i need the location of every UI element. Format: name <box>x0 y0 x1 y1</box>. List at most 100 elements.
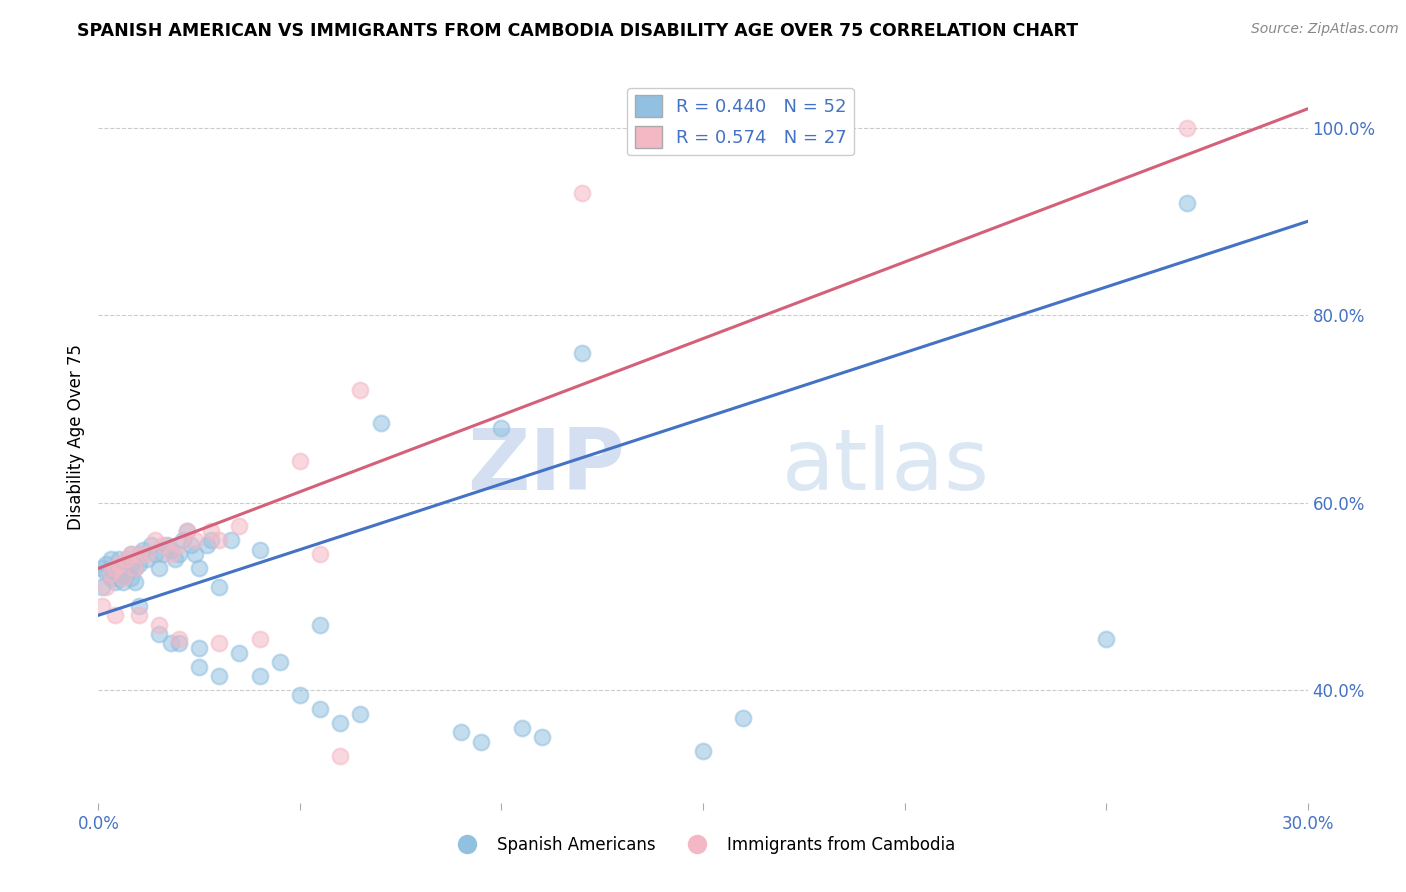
Point <box>107 571 129 585</box>
Point <box>167 632 190 646</box>
Point <box>370 416 392 430</box>
Point <box>163 552 186 566</box>
Point <box>96 580 118 594</box>
Y-axis label: Disability Age Over 75: Disability Age Over 75 <box>66 344 84 530</box>
Point <box>124 561 146 575</box>
Point <box>733 711 755 725</box>
Point <box>176 524 198 538</box>
Point <box>132 542 155 557</box>
Point <box>249 669 271 683</box>
Point <box>228 519 250 533</box>
Point <box>200 524 222 538</box>
Point <box>167 538 190 552</box>
Point <box>349 383 371 397</box>
Point <box>111 575 134 590</box>
Point <box>208 669 231 683</box>
Point <box>188 660 211 674</box>
Point <box>100 566 122 580</box>
Point <box>491 420 513 434</box>
Point <box>124 561 146 575</box>
Point <box>208 533 231 548</box>
Point <box>107 557 129 571</box>
Point <box>228 646 250 660</box>
Point <box>143 533 166 548</box>
Legend: Spanish Americans, Immigrants from Cambodia: Spanish Americans, Immigrants from Cambo… <box>444 829 962 860</box>
Point <box>100 552 122 566</box>
Point <box>143 547 166 561</box>
Point <box>329 748 352 763</box>
Point <box>1175 195 1198 210</box>
Point <box>135 547 157 561</box>
Point <box>188 561 211 575</box>
Point <box>309 547 332 561</box>
Point <box>288 688 311 702</box>
Point <box>349 706 371 721</box>
Point <box>184 533 207 548</box>
Point <box>208 580 231 594</box>
Point <box>115 552 138 566</box>
Point <box>530 730 553 744</box>
Point <box>249 542 271 557</box>
Point <box>288 453 311 467</box>
Point <box>103 561 125 575</box>
Point <box>470 735 492 749</box>
Point <box>103 575 125 590</box>
Point <box>148 561 170 575</box>
Point <box>135 552 157 566</box>
Point <box>124 575 146 590</box>
Point <box>208 636 231 650</box>
Point <box>111 571 134 585</box>
Point <box>167 547 190 561</box>
Point <box>1175 120 1198 135</box>
Point <box>221 533 243 548</box>
Point <box>91 561 114 575</box>
Point <box>450 725 472 739</box>
Text: ZIP: ZIP <box>467 425 624 508</box>
Point <box>120 547 142 561</box>
Point <box>148 627 170 641</box>
Point <box>103 608 125 623</box>
Point <box>115 552 138 566</box>
Point <box>91 599 114 613</box>
Point <box>156 538 179 552</box>
Point <box>96 566 118 580</box>
Point <box>188 641 211 656</box>
Point <box>249 632 271 646</box>
Text: atlas: atlas <box>782 425 990 508</box>
Point <box>103 561 125 575</box>
Point <box>120 571 142 585</box>
Point <box>571 345 593 359</box>
Point <box>309 702 332 716</box>
Point <box>510 721 533 735</box>
Point <box>152 538 174 552</box>
Point <box>571 186 593 201</box>
Point <box>1095 632 1118 646</box>
Point <box>180 538 202 552</box>
Point <box>100 571 122 585</box>
Point <box>91 580 114 594</box>
Point <box>184 547 207 561</box>
Text: SPANISH AMERICAN VS IMMIGRANTS FROM CAMBODIA DISABILITY AGE OVER 75 CORRELATION : SPANISH AMERICAN VS IMMIGRANTS FROM CAMB… <box>77 22 1078 40</box>
Point <box>107 552 129 566</box>
Point <box>120 547 142 561</box>
Point <box>139 538 162 552</box>
Point <box>269 655 291 669</box>
Point <box>128 547 150 561</box>
Point <box>152 547 174 561</box>
Point <box>195 538 218 552</box>
Point <box>200 533 222 548</box>
Point <box>160 542 183 557</box>
Point <box>309 617 332 632</box>
Point <box>167 636 190 650</box>
Point <box>148 617 170 632</box>
Point <box>128 547 150 561</box>
Point <box>160 547 183 561</box>
Point <box>96 557 118 571</box>
Point <box>172 533 194 548</box>
Point <box>128 557 150 571</box>
Text: Source: ZipAtlas.com: Source: ZipAtlas.com <box>1251 22 1399 37</box>
Point <box>329 716 352 731</box>
Point <box>128 599 150 613</box>
Point <box>692 744 714 758</box>
Point <box>115 566 138 580</box>
